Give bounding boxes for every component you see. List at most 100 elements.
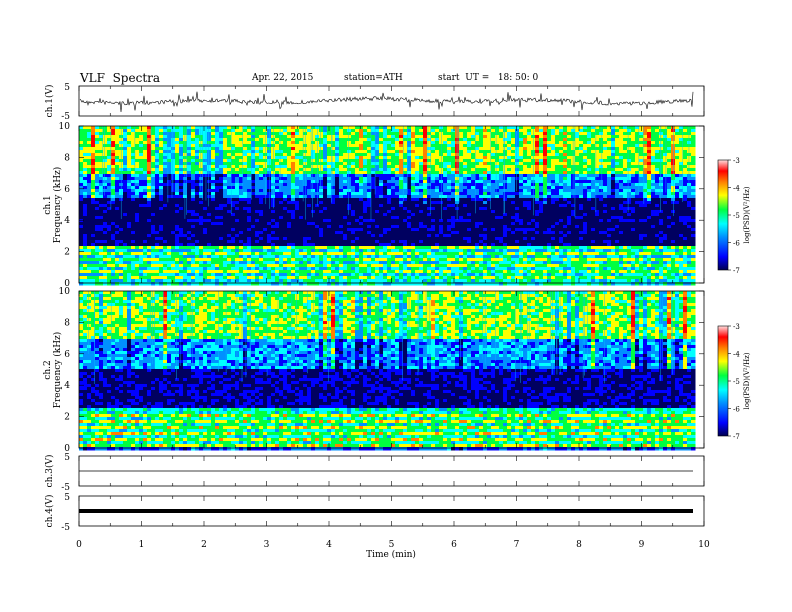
spectrogram-cell (103, 138, 108, 142)
spectrogram-cell (391, 243, 396, 247)
spectrogram-cell (371, 219, 376, 223)
spectrogram-cell (267, 228, 272, 232)
spectrogram-cell (247, 207, 252, 211)
spectrogram-cell (115, 261, 120, 265)
spectrogram-cell (403, 159, 408, 163)
spectrogram-cell (211, 216, 216, 220)
spectrogram-cell (335, 204, 340, 208)
spectrogram-cell (199, 174, 204, 178)
spectrogram-cell (323, 225, 328, 229)
spectrogram-cell (235, 186, 240, 190)
spectrogram-cell (131, 222, 136, 226)
spectrogram-cell (411, 180, 416, 184)
spectrogram-cell (259, 252, 264, 256)
spectrogram-cell (435, 225, 440, 229)
spectrogram-cell (275, 132, 280, 136)
spectrogram-cell (247, 162, 252, 166)
spectrogram-cell (347, 198, 352, 202)
spectrogram-cell (395, 141, 400, 145)
spectrogram-cell (111, 141, 116, 145)
spectrogram-cell (247, 282, 252, 286)
spectrogram-cell (383, 150, 388, 154)
spectrogram-cell (103, 270, 108, 274)
spectrogram-cell (103, 252, 108, 256)
spectrogram-cell (279, 144, 284, 148)
spectrogram-cell (219, 135, 224, 139)
spectrogram-cell (203, 189, 208, 193)
spectrogram-cell (383, 171, 388, 175)
spectrogram-cell (131, 261, 136, 265)
spectrogram-cell (187, 258, 192, 262)
spectrogram-cell (259, 144, 264, 148)
spectrogram-cell (447, 270, 452, 274)
spectrogram-cell (291, 219, 296, 223)
spectrogram-cell (347, 126, 352, 130)
spectrogram-cell (363, 279, 368, 283)
spectrogram-cell (87, 129, 92, 133)
spectrogram-cell (227, 144, 232, 148)
spectrogram-cell (343, 213, 348, 217)
spectrogram-cell (279, 264, 284, 268)
spectrogram-cell (323, 228, 328, 232)
spectrogram-cell (207, 198, 212, 202)
spectrogram-cell (283, 216, 288, 220)
spectrogram-cell (347, 192, 352, 196)
spectrogram-cell (403, 180, 408, 184)
spectrogram-cell (279, 213, 284, 217)
spectrogram-cell (431, 237, 436, 241)
spectrogram-cell (283, 273, 288, 277)
spectrogram-cell (87, 279, 92, 283)
spectrogram-cell (351, 144, 356, 148)
spectrogram-cell (251, 201, 256, 205)
spectrogram-cell (287, 138, 292, 142)
spectrogram-cell (147, 210, 152, 214)
spectrogram-cell (255, 252, 260, 256)
spectrogram-cell (235, 135, 240, 139)
spectrogram-cell (215, 183, 220, 187)
spectrogram-cell (131, 174, 136, 178)
spectrogram-cell (87, 195, 92, 199)
spectrogram-cell (275, 213, 280, 217)
spectrogram-cell (199, 180, 204, 184)
spectrogram-cell (363, 273, 368, 277)
spectrogram-cell (443, 246, 448, 250)
spectrogram-cell (295, 276, 300, 280)
spectrogram-cell (203, 156, 208, 160)
spectrogram-cell (223, 150, 228, 154)
spectrogram-cell (263, 174, 268, 178)
spectrogram-cell (247, 168, 252, 172)
spectrogram-cell (403, 264, 408, 268)
spectrogram-cell (179, 156, 184, 160)
spectrogram-cell (371, 270, 376, 274)
spectrogram-cell (163, 225, 168, 229)
spectrogram-cell (91, 165, 96, 169)
spectrogram-cell (223, 189, 228, 193)
spectrogram-cell (83, 147, 88, 151)
spectrogram-cell (379, 129, 384, 133)
spectrogram-cell (319, 153, 324, 157)
spectrogram-cell (383, 174, 388, 178)
spectrogram-cell (131, 183, 136, 187)
spectrogram-cell (115, 168, 120, 172)
spectrogram-cell (339, 222, 344, 226)
spectrogram-cell (415, 156, 420, 160)
spectrogram-cell (335, 219, 340, 223)
spectrogram-cell (127, 246, 132, 250)
spectrogram-cell (79, 219, 84, 223)
spectrogram-cell (107, 186, 112, 190)
spectrogram-cell (315, 276, 320, 280)
spectrogram-cell (111, 279, 116, 283)
spectrogram-cell (439, 246, 444, 250)
spectrogram-cell (215, 132, 220, 136)
spectrogram-cell (211, 126, 216, 130)
spectrogram-cell (79, 213, 84, 217)
spectrogram-cell (251, 135, 256, 139)
spectrogram-cell (259, 228, 264, 232)
spectrogram-cell (323, 270, 328, 274)
spectrogram-cell (435, 234, 440, 238)
spectrogram-cell (183, 279, 188, 283)
spectrogram-cell (239, 237, 244, 241)
spectrogram-cell (187, 234, 192, 238)
spectrogram-cell (171, 279, 176, 283)
spectrogram-cell (343, 261, 348, 265)
